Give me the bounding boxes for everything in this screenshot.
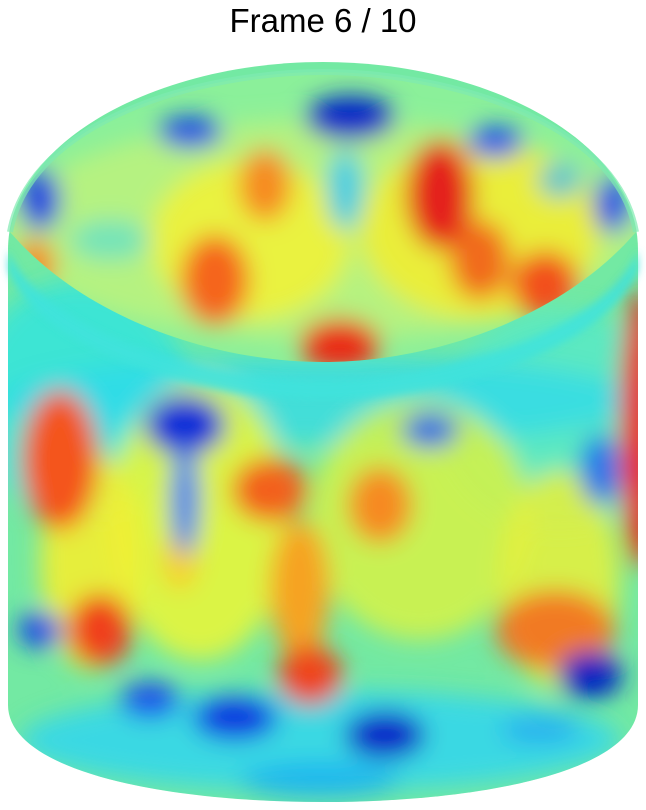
- frame-title: Frame 6 / 10: [229, 2, 417, 39]
- inner-wall: [10, 72, 636, 362]
- rim-edge: [7, 68, 639, 233]
- rim-band: [8, 250, 638, 400]
